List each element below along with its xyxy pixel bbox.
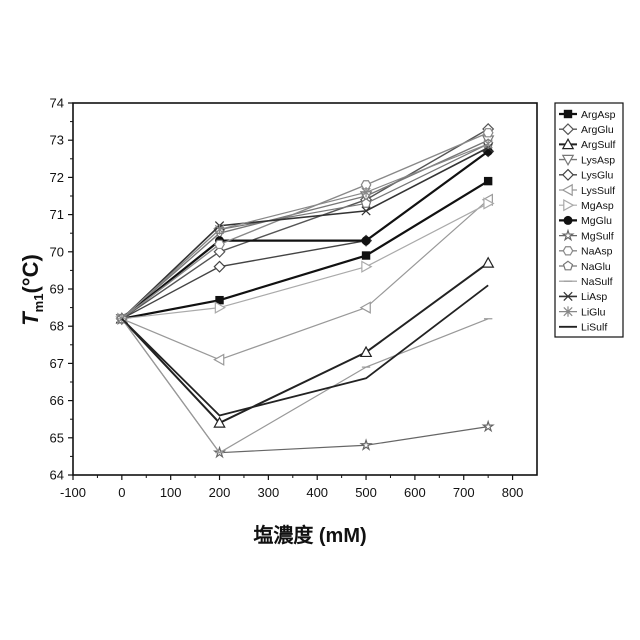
x-axis-label: 塩濃度 (mM) — [253, 523, 366, 547]
series-argglu — [117, 124, 494, 324]
x-tick-label: 0 — [118, 485, 125, 500]
data-point-argasp — [484, 177, 492, 185]
series-mgsulf — [117, 314, 493, 457]
y-tick-label: 71 — [50, 207, 64, 222]
data-point-lyssulf — [214, 354, 223, 364]
legend-label: ArgSulf — [581, 139, 616, 151]
legend-label: ArgAsp — [581, 109, 616, 121]
y-tick-label: 73 — [50, 133, 64, 148]
series-lysglu — [117, 146, 494, 324]
x-tick-label: 300 — [258, 485, 280, 500]
x-tick-label: 500 — [355, 485, 377, 500]
legend: ArgAsp ArgGlu ArgSulf LysAsp LysGlu LysSulf Mg… — [555, 103, 623, 337]
series-line-nasulf — [122, 319, 488, 453]
series-line-argsulf — [122, 263, 488, 423]
series-nasulf — [118, 319, 493, 453]
y-tick-label: 65 — [50, 430, 64, 445]
y-axis-label-unit: (°C) — [18, 254, 43, 293]
data-point-lysglu — [214, 261, 224, 271]
y-tick-label: 74 — [50, 96, 64, 111]
legend-label: ArgGlu — [581, 124, 614, 136]
data-point-naasp — [215, 240, 224, 248]
legend-label: LysAsp — [581, 154, 615, 166]
legend-label: MgAsp — [581, 200, 614, 212]
y-axis-label-sub: m1 — [31, 294, 46, 313]
series-line-argglu — [122, 129, 488, 319]
legend-label: LiGlu — [581, 306, 606, 318]
legend-label: NaGlu — [581, 261, 611, 273]
x-tick-label: -100 — [60, 485, 86, 500]
series-layer — [117, 124, 494, 457]
series-liglu — [118, 139, 493, 324]
series-line-argasp — [122, 181, 488, 319]
legend-marker-naasp — [563, 247, 572, 255]
legend-label: MgGlu — [581, 215, 612, 227]
x-tick-label: 200 — [209, 485, 231, 500]
series-line-lysasp — [122, 140, 488, 319]
x-tick-label: 600 — [404, 485, 426, 500]
y-tick-label: 64 — [50, 468, 64, 483]
series-liasp — [118, 143, 493, 323]
series-naasp — [117, 129, 493, 323]
series-lisulf — [122, 285, 488, 415]
legend-label: LiSulf — [581, 322, 607, 334]
series-line-liasp — [122, 148, 488, 319]
y-tick-label: 68 — [50, 319, 64, 334]
y-tick-label: 70 — [50, 244, 64, 259]
legend-marker-mgglu — [564, 216, 573, 225]
x-tick-label: 400 — [306, 485, 328, 500]
legend-item-argglu: ArgGlu — [559, 124, 614, 136]
y-axis-label: Tm1(°C) — [18, 254, 46, 326]
x-tick-label: 100 — [160, 485, 182, 500]
x-tick-label: 800 — [502, 485, 524, 500]
y-tick-label: 69 — [50, 282, 64, 297]
series-line-mgsulf — [122, 319, 488, 453]
legend-item-lysglu: LysGlu — [559, 170, 613, 182]
data-point-lyssulf — [361, 302, 370, 312]
legend-label: MgSulf — [581, 230, 614, 242]
series-line-lisulf — [122, 285, 488, 415]
legend-label: LiAsp — [581, 291, 607, 303]
legend-label: NaAsp — [581, 246, 613, 258]
data-point-naasp — [483, 129, 492, 137]
data-point-argasp — [362, 251, 370, 259]
series-mgglu — [117, 147, 492, 323]
legend-item-lysasp: LysAsp — [559, 154, 615, 166]
series-line-lyssulf — [122, 200, 488, 360]
x-tick-label: 700 — [453, 485, 475, 500]
y-tick-label: 72 — [50, 170, 64, 185]
legend-label: LysGlu — [581, 170, 613, 182]
y-tick-label: 67 — [50, 356, 64, 371]
legend-label: LysSulf — [581, 185, 615, 197]
y-tick-label: 66 — [50, 393, 64, 408]
legend-marker-argasp — [564, 110, 572, 118]
data-point-mgsulf — [361, 440, 371, 449]
data-point-mgglu — [362, 236, 371, 245]
data-point-argsulf — [483, 258, 493, 267]
data-point-mgsulf — [483, 422, 493, 431]
legend-label: NaSulf — [581, 276, 613, 288]
data-point-mgasp — [362, 261, 371, 271]
